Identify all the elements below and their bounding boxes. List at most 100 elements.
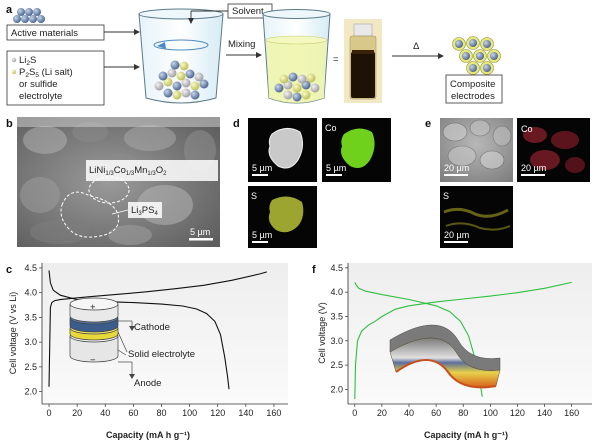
lps-label-box bbox=[128, 202, 162, 218]
chart-f-y-tick-label: 2.0 bbox=[330, 384, 343, 394]
battery-inset: − + Cathode Solid electrolyte Anode bbox=[69, 297, 195, 389]
ncm-label: LiNi1/3Co1/3Mn1/3O2 bbox=[89, 165, 167, 177]
chart-c-x-tick-label: 120 bbox=[210, 408, 225, 418]
minus-sign: − bbox=[90, 355, 96, 366]
scale-label-e1: 20 µm bbox=[444, 163, 469, 173]
solid-electrolyte-label: Solid electrolyte bbox=[128, 349, 195, 360]
li2s-bullet bbox=[11, 57, 17, 63]
chart-c-x-tick-label: 160 bbox=[266, 408, 281, 418]
chart-c-xlabel: Capacity (mA h g⁻¹) bbox=[106, 430, 190, 440]
chart-c-y-tick-label: 2.0 bbox=[24, 387, 37, 397]
chart-c: 0 20 40 60 80 100 120 140 160 2.0 2.5 3.0 3.5 4.0 4.5 bbox=[24, 263, 288, 418]
co-map-e-texture bbox=[523, 127, 585, 173]
scale-bar-d2 bbox=[326, 174, 342, 176]
li2s-label: Li2S bbox=[19, 55, 36, 67]
chart-c-ylabel: Cell voltage (V vs Li) bbox=[8, 292, 18, 375]
chart-c-y-tick-label: 4.0 bbox=[24, 288, 37, 298]
chart-c-x-tick-label: 100 bbox=[182, 408, 197, 418]
scale-bar-d3 bbox=[252, 241, 268, 243]
lps-label: Li3PS4 bbox=[131, 205, 158, 217]
s-label-d: S bbox=[251, 191, 257, 201]
panel-e-label: e bbox=[425, 118, 431, 130]
chart-f-y-tick-label: 4.0 bbox=[330, 287, 343, 297]
chart-f: 0 20 40 60 80 100 120 140 160 2.0 2.5 3.0 3.5 4.0 4.5 bbox=[330, 263, 592, 418]
plus-sign: + bbox=[90, 302, 96, 313]
scale-bar-d1 bbox=[252, 174, 268, 176]
solvent-label: Solvent bbox=[232, 6, 264, 17]
composite-particles bbox=[452, 36, 501, 75]
s-label-e: S bbox=[443, 191, 449, 201]
arrow-head-active bbox=[134, 29, 140, 35]
chart-f-x-tick-label: 20 bbox=[377, 408, 387, 418]
sem-top-edge bbox=[17, 117, 220, 127]
panel-e: e 20 µm Co 20 µm S 20 µm bbox=[425, 118, 590, 248]
scale-label-d1: 5 µm bbox=[252, 163, 272, 173]
scale-label-e2: 20 µm bbox=[521, 163, 546, 173]
electrolyte-leader bbox=[117, 331, 128, 353]
chart-c-x-tick-label: 60 bbox=[128, 408, 138, 418]
electrode-layer-inset bbox=[389, 324, 501, 389]
scale-bar-b bbox=[189, 238, 213, 241]
panel-d-label: d bbox=[233, 118, 240, 130]
co-label-d: Co bbox=[325, 123, 337, 133]
chart-f-x-tick-label: 100 bbox=[483, 408, 498, 418]
particle-sem-d bbox=[268, 128, 304, 169]
chart-f-y-tick-label: 3.5 bbox=[330, 311, 343, 321]
beaker-1 bbox=[138, 8, 224, 104]
panel-d: d 5 µm Co 5 µm S 5 µm bbox=[233, 118, 391, 248]
chart-f-x-tick-label: 40 bbox=[404, 408, 414, 418]
chart-c-x-tick-label: 140 bbox=[238, 408, 253, 418]
active-materials-label: Active materials bbox=[11, 28, 78, 39]
panel-a-label: a bbox=[6, 4, 13, 16]
composite-label: Composite bbox=[450, 79, 495, 90]
chart-f-x-tick-label: 160 bbox=[564, 408, 579, 418]
chart-c-x-tick-label: 20 bbox=[72, 408, 82, 418]
scale-bar-e3 bbox=[444, 241, 468, 243]
composite-box bbox=[445, 74, 503, 104]
ncm-particle-outline bbox=[88, 176, 130, 204]
or-sulfide-label: or sulfide bbox=[19, 79, 58, 90]
active-material-spheres bbox=[13, 8, 45, 23]
chart-f-x-tick-label: 140 bbox=[537, 408, 552, 418]
chart-f-y-tick-label: 4.5 bbox=[330, 263, 343, 273]
panel-b: b LiNi1/3Co1/3Mn1/3O2 Li3PS4 5 µm bbox=[6, 117, 220, 247]
precursor-box bbox=[6, 50, 105, 106]
s-particle-d bbox=[268, 196, 304, 233]
chart-c-series-1-line bbox=[48, 271, 268, 387]
panel-c: c 0 20 40 60 80 100 120 140 160 2.0 2.5 3.0 3.5 4.0 4.… bbox=[6, 263, 288, 440]
s-map-e bbox=[440, 186, 513, 248]
p2s5-bullet bbox=[11, 69, 17, 75]
scale-label-b: 5 µm bbox=[190, 227, 210, 237]
panel-b-label: b bbox=[6, 118, 13, 130]
solvent-pointer-head bbox=[188, 18, 194, 24]
sem-tile-e-grains bbox=[442, 119, 512, 170]
chart-f-xlabel: Capacity (mA h g⁻¹) bbox=[424, 430, 508, 440]
chart-f-y-tick-label: 2.5 bbox=[330, 360, 343, 370]
chart-c-x-tick-label: 80 bbox=[156, 408, 166, 418]
lps-pointer bbox=[111, 209, 129, 215]
scale-label-e3: 20 µm bbox=[444, 230, 469, 240]
chart-c-x-tick-label: 0 bbox=[47, 408, 52, 418]
scale-bar-e2 bbox=[521, 174, 545, 176]
p2s5-label: P2S5 (Li salt) bbox=[19, 67, 73, 79]
co-label-e: Co bbox=[521, 124, 533, 134]
electrolyte-label: electrolyte bbox=[19, 91, 62, 102]
chart-c-x-tick-label: 40 bbox=[100, 408, 110, 418]
panel-c-label: c bbox=[6, 264, 12, 276]
mixing-arrow-head bbox=[256, 52, 262, 58]
chart-c-y-tick-label: 4.5 bbox=[24, 263, 37, 273]
panel-a: a Active materials Li2S P2S5 (Li salt) o… bbox=[6, 3, 503, 106]
lps-region-outline bbox=[60, 191, 120, 238]
electrodes-label: electrodes bbox=[451, 91, 495, 102]
chart-f-series-1-line bbox=[354, 281, 572, 400]
scale-label-d3: 5 µm bbox=[252, 230, 272, 240]
chart-f-x-tick-label: 120 bbox=[510, 408, 525, 418]
anode-disc bbox=[69, 335, 119, 363]
mixing-label: Mixing bbox=[228, 39, 255, 50]
s-map-e-texture bbox=[443, 207, 511, 231]
chart-f-x-tick-label: 60 bbox=[431, 408, 441, 418]
chart-c-series-2-line bbox=[48, 270, 230, 390]
ncm-label-box bbox=[86, 160, 218, 181]
chart-c-y-tick-label: 2.5 bbox=[24, 362, 37, 372]
